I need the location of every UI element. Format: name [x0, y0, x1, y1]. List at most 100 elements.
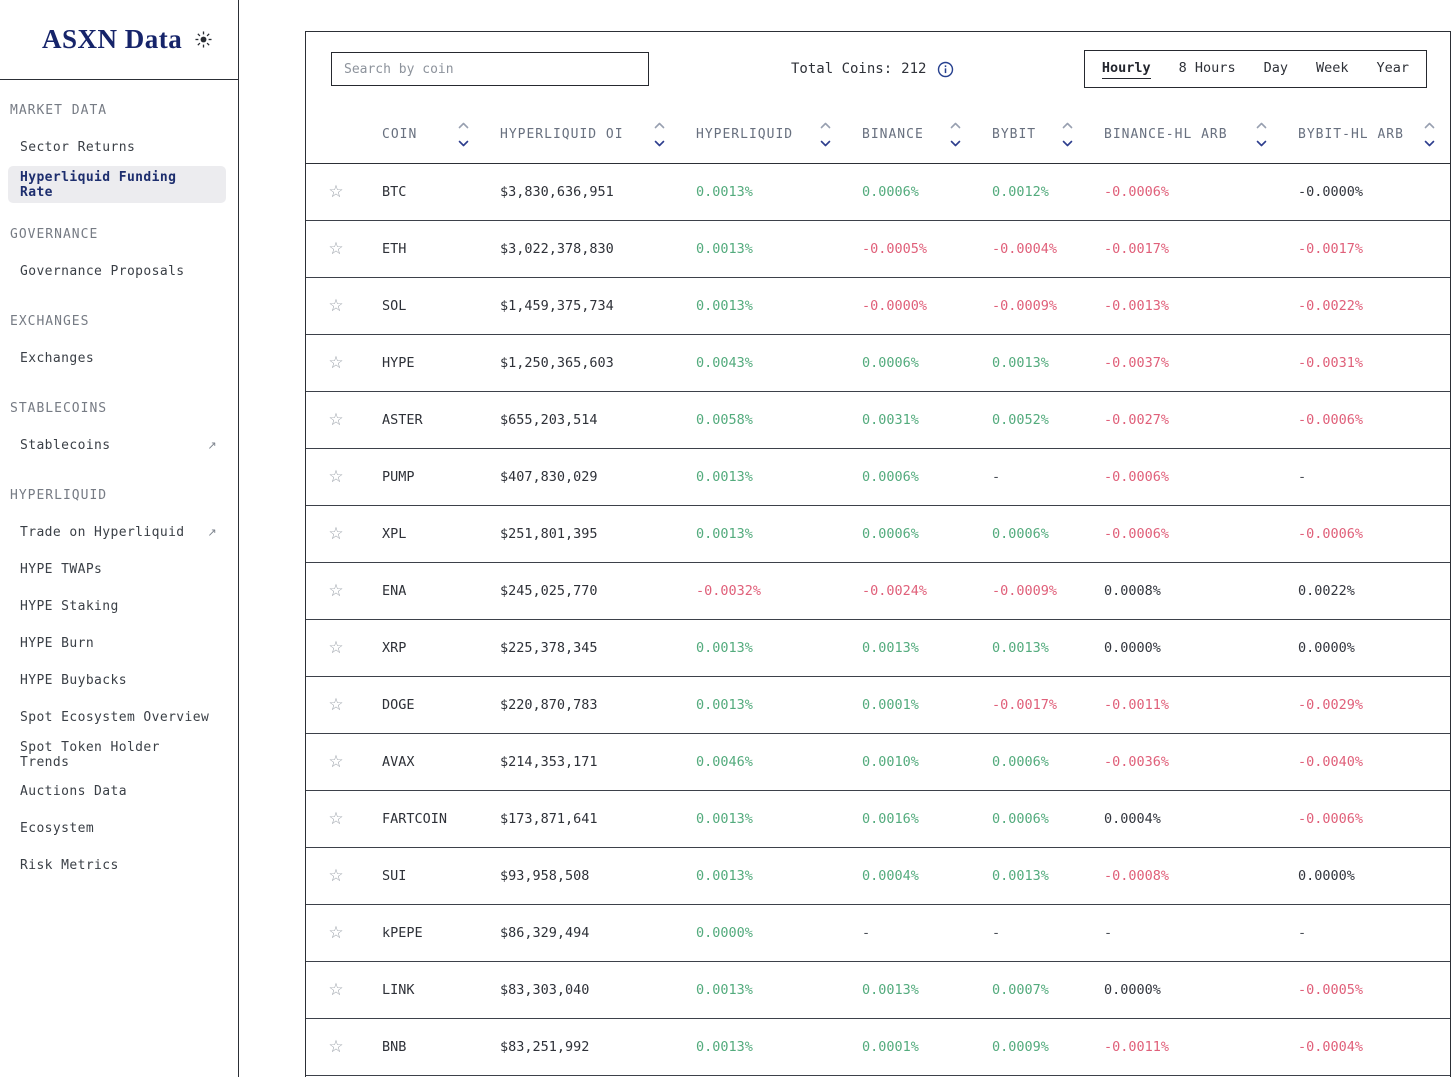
sort-control[interactable]: [1256, 118, 1267, 151]
table-row[interactable]: ☆ SUI $93,958,508 0.0013% 0.0004% 0.0013% -0.0…: [306, 848, 1450, 905]
column-header-hyperliquid-oi[interactable]: HYPERLIQUID OI: [484, 106, 680, 163]
sidebar-nav: MARKET DATA Sector Returns Hyperliquid Fun…: [0, 80, 238, 884]
sort-asc-icon[interactable]: [820, 118, 831, 133]
sidebar-item-hype-buybacks[interactable]: HYPE Buybacks: [8, 662, 226, 699]
sidebar-item-hype-twaps[interactable]: HYPE TWAPs: [8, 551, 226, 588]
sort-desc-icon[interactable]: [1424, 136, 1435, 151]
table-row[interactable]: ☆ PUMP $407,830,029 0.0013% 0.0006% - -0.0006%…: [306, 449, 1450, 506]
sort-control[interactable]: [1424, 118, 1435, 151]
column-header-coin[interactable]: COIN: [366, 106, 484, 163]
column-header-label: BYBIT: [992, 127, 1037, 142]
period-tab-day[interactable]: Day: [1263, 60, 1288, 76]
favorite-star-icon[interactable]: ☆: [328, 808, 344, 829]
column-header-bybit[interactable]: BYBIT: [976, 106, 1088, 163]
binance-hl-arb-cell: -0.0036%: [1104, 754, 1170, 770]
sidebar-item-spot-token-holder-trends[interactable]: Spot Token Holder Trends: [8, 736, 226, 773]
favorite-star-icon[interactable]: ☆: [328, 295, 344, 316]
sort-asc-icon[interactable]: [654, 118, 665, 133]
sort-control[interactable]: [458, 118, 469, 151]
sort-desc-icon[interactable]: [950, 136, 961, 151]
period-tab-year[interactable]: Year: [1376, 60, 1409, 76]
favorite-star-icon[interactable]: ☆: [328, 238, 344, 259]
period-tab-hourly[interactable]: Hourly: [1101, 60, 1151, 79]
favorite-star-icon[interactable]: ☆: [328, 979, 344, 1000]
favorite-star-icon[interactable]: ☆: [328, 466, 344, 487]
table-row[interactable]: ☆ AVAX $214,353,171 0.0046% 0.0010% 0.0006% -0…: [306, 734, 1450, 791]
favorite-star-icon[interactable]: ☆: [328, 637, 344, 658]
sort-control[interactable]: [820, 118, 831, 151]
sort-asc-icon[interactable]: [1062, 118, 1073, 133]
table-row[interactable]: ☆ FARTCOIN $173,871,641 0.0013% 0.0016% 0.000…: [306, 791, 1450, 848]
sort-control[interactable]: [950, 118, 961, 151]
favorite-star-icon[interactable]: ☆: [328, 751, 344, 772]
sidebar-item-risk-metrics[interactable]: Risk Metrics: [8, 847, 226, 884]
binance-funding-cell: 0.0006%: [862, 355, 919, 371]
table-row[interactable]: ☆ BNB $83,251,992 0.0013% 0.0001% 0.0009% -0.0…: [306, 1019, 1450, 1076]
sort-asc-icon[interactable]: [950, 118, 961, 133]
period-tab-week[interactable]: Week: [1315, 60, 1349, 76]
sidebar-item-trade-on-hyperliquid[interactable]: Trade on Hyperliquid ↗: [8, 514, 226, 551]
table-row[interactable]: ☆ ASTER $655,203,514 0.0058% 0.0031% 0.0052% -…: [306, 392, 1450, 449]
favorite-star-icon[interactable]: ☆: [328, 694, 344, 715]
sidebar-item-ecosystem[interactable]: Ecosystem: [8, 810, 226, 847]
info-icon[interactable]: [937, 61, 954, 78]
sort-desc-icon[interactable]: [820, 136, 831, 151]
favorite-star-icon[interactable]: ☆: [328, 580, 344, 601]
sidebar-item-hyperliquid-funding-rate[interactable]: Hyperliquid Funding Rate: [8, 166, 226, 203]
sidebar-item-sector-returns[interactable]: Sector Returns: [8, 129, 226, 166]
favorite-star-icon[interactable]: ☆: [328, 409, 344, 430]
search-input[interactable]: [331, 52, 649, 86]
hyperliquid-oi-cell: $251,801,395: [500, 526, 598, 542]
bybit-hl-arb-cell: 0.0000%: [1298, 640, 1355, 656]
hyperliquid-funding-cell: -0.0032%: [696, 583, 762, 599]
period-tab-8-hours[interactable]: 8 Hours: [1178, 60, 1236, 76]
table-row[interactable]: ☆ XRP $225,378,345 0.0013% 0.0013% 0.0013% 0.0…: [306, 620, 1450, 677]
table-row[interactable]: ☆ ETH $3,022,378,830 0.0013% -0.0005% -0.0004…: [306, 221, 1450, 278]
sort-desc-icon[interactable]: [1256, 136, 1267, 151]
table-row[interactable]: ☆ SOL $1,459,375,734 0.0013% -0.0000% -0.0009…: [306, 278, 1450, 335]
column-header-binance-hl-arb[interactable]: BINANCE-HL ARB: [1088, 106, 1282, 163]
sort-asc-icon[interactable]: [458, 118, 469, 133]
sidebar-item-hype-burn[interactable]: HYPE Burn: [8, 625, 226, 662]
sidebar-item-governance-proposals[interactable]: Governance Proposals: [8, 253, 226, 290]
table-row[interactable]: ☆ DOGE $220,870,783 0.0013% 0.0001% -0.0017% -…: [306, 677, 1450, 734]
sort-desc-icon[interactable]: [458, 136, 469, 151]
table-row[interactable]: ☆ BTC $3,830,636,951 0.0013% 0.0006% 0.0012% -…: [306, 164, 1450, 221]
sort-control[interactable]: [1062, 118, 1073, 151]
sort-asc-icon[interactable]: [1424, 118, 1435, 133]
binance-funding-cell: 0.0016%: [862, 811, 919, 827]
sidebar-item-label: HYPE Burn: [20, 636, 95, 651]
sort-desc-icon[interactable]: [654, 136, 665, 151]
table-row[interactable]: ☆ ENA $245,025,770 -0.0032% -0.0024% -0.0009%…: [306, 563, 1450, 620]
coin-cell: BTC: [382, 184, 407, 200]
sort-desc-icon[interactable]: [1062, 136, 1073, 151]
theme-toggle-sun-icon[interactable]: [195, 31, 212, 48]
favorite-star-icon[interactable]: ☆: [328, 181, 344, 202]
bybit-funding-cell: 0.0006%: [992, 811, 1049, 827]
favorite-star-icon[interactable]: ☆: [328, 865, 344, 886]
sidebar-item-auctions-data[interactable]: Auctions Data: [8, 773, 226, 810]
binance-hl-arb-cell: -: [1104, 925, 1113, 941]
column-header-bybit-hl-arb[interactable]: BYBIT-HL ARB: [1282, 106, 1450, 163]
binance-funding-cell: 0.0006%: [862, 469, 919, 485]
table-row[interactable]: ☆ kPEPE $86,329,494 0.0000% - - - -: [306, 905, 1450, 962]
sort-asc-icon[interactable]: [1256, 118, 1267, 133]
sort-control[interactable]: [654, 118, 665, 151]
favorite-star-icon[interactable]: ☆: [328, 922, 344, 943]
hyperliquid-oi-cell: $245,025,770: [500, 583, 598, 599]
column-header-binance[interactable]: BINANCE: [846, 106, 976, 163]
bybit-funding-cell: -0.0009%: [992, 298, 1058, 314]
favorite-star-icon[interactable]: ☆: [328, 523, 344, 544]
table-row[interactable]: ☆ HYPE $1,250,365,603 0.0043% 0.0006% 0.0013%…: [306, 335, 1450, 392]
favorite-star-icon[interactable]: ☆: [328, 352, 344, 373]
table-row[interactable]: ☆ XPL $251,801,395 0.0013% 0.0006% 0.0006% -0.…: [306, 506, 1450, 563]
table-row[interactable]: ☆ LINK $83,303,040 0.0013% 0.0013% 0.0007% 0.0…: [306, 962, 1450, 1019]
sidebar-item-exchanges[interactable]: Exchanges: [8, 340, 226, 377]
sidebar-item-hype-staking[interactable]: HYPE Staking: [8, 588, 226, 625]
column-header-hyperliquid[interactable]: HYPERLIQUID: [680, 106, 846, 163]
sidebar-item-spot-ecosystem-overview[interactable]: Spot Ecosystem Overview: [8, 699, 226, 736]
hyperliquid-funding-cell: 0.0013%: [696, 640, 753, 656]
sidebar-item-stablecoins[interactable]: Stablecoins ↗: [8, 427, 226, 464]
hyperliquid-funding-cell: 0.0013%: [696, 982, 753, 998]
favorite-star-icon[interactable]: ☆: [328, 1036, 344, 1057]
